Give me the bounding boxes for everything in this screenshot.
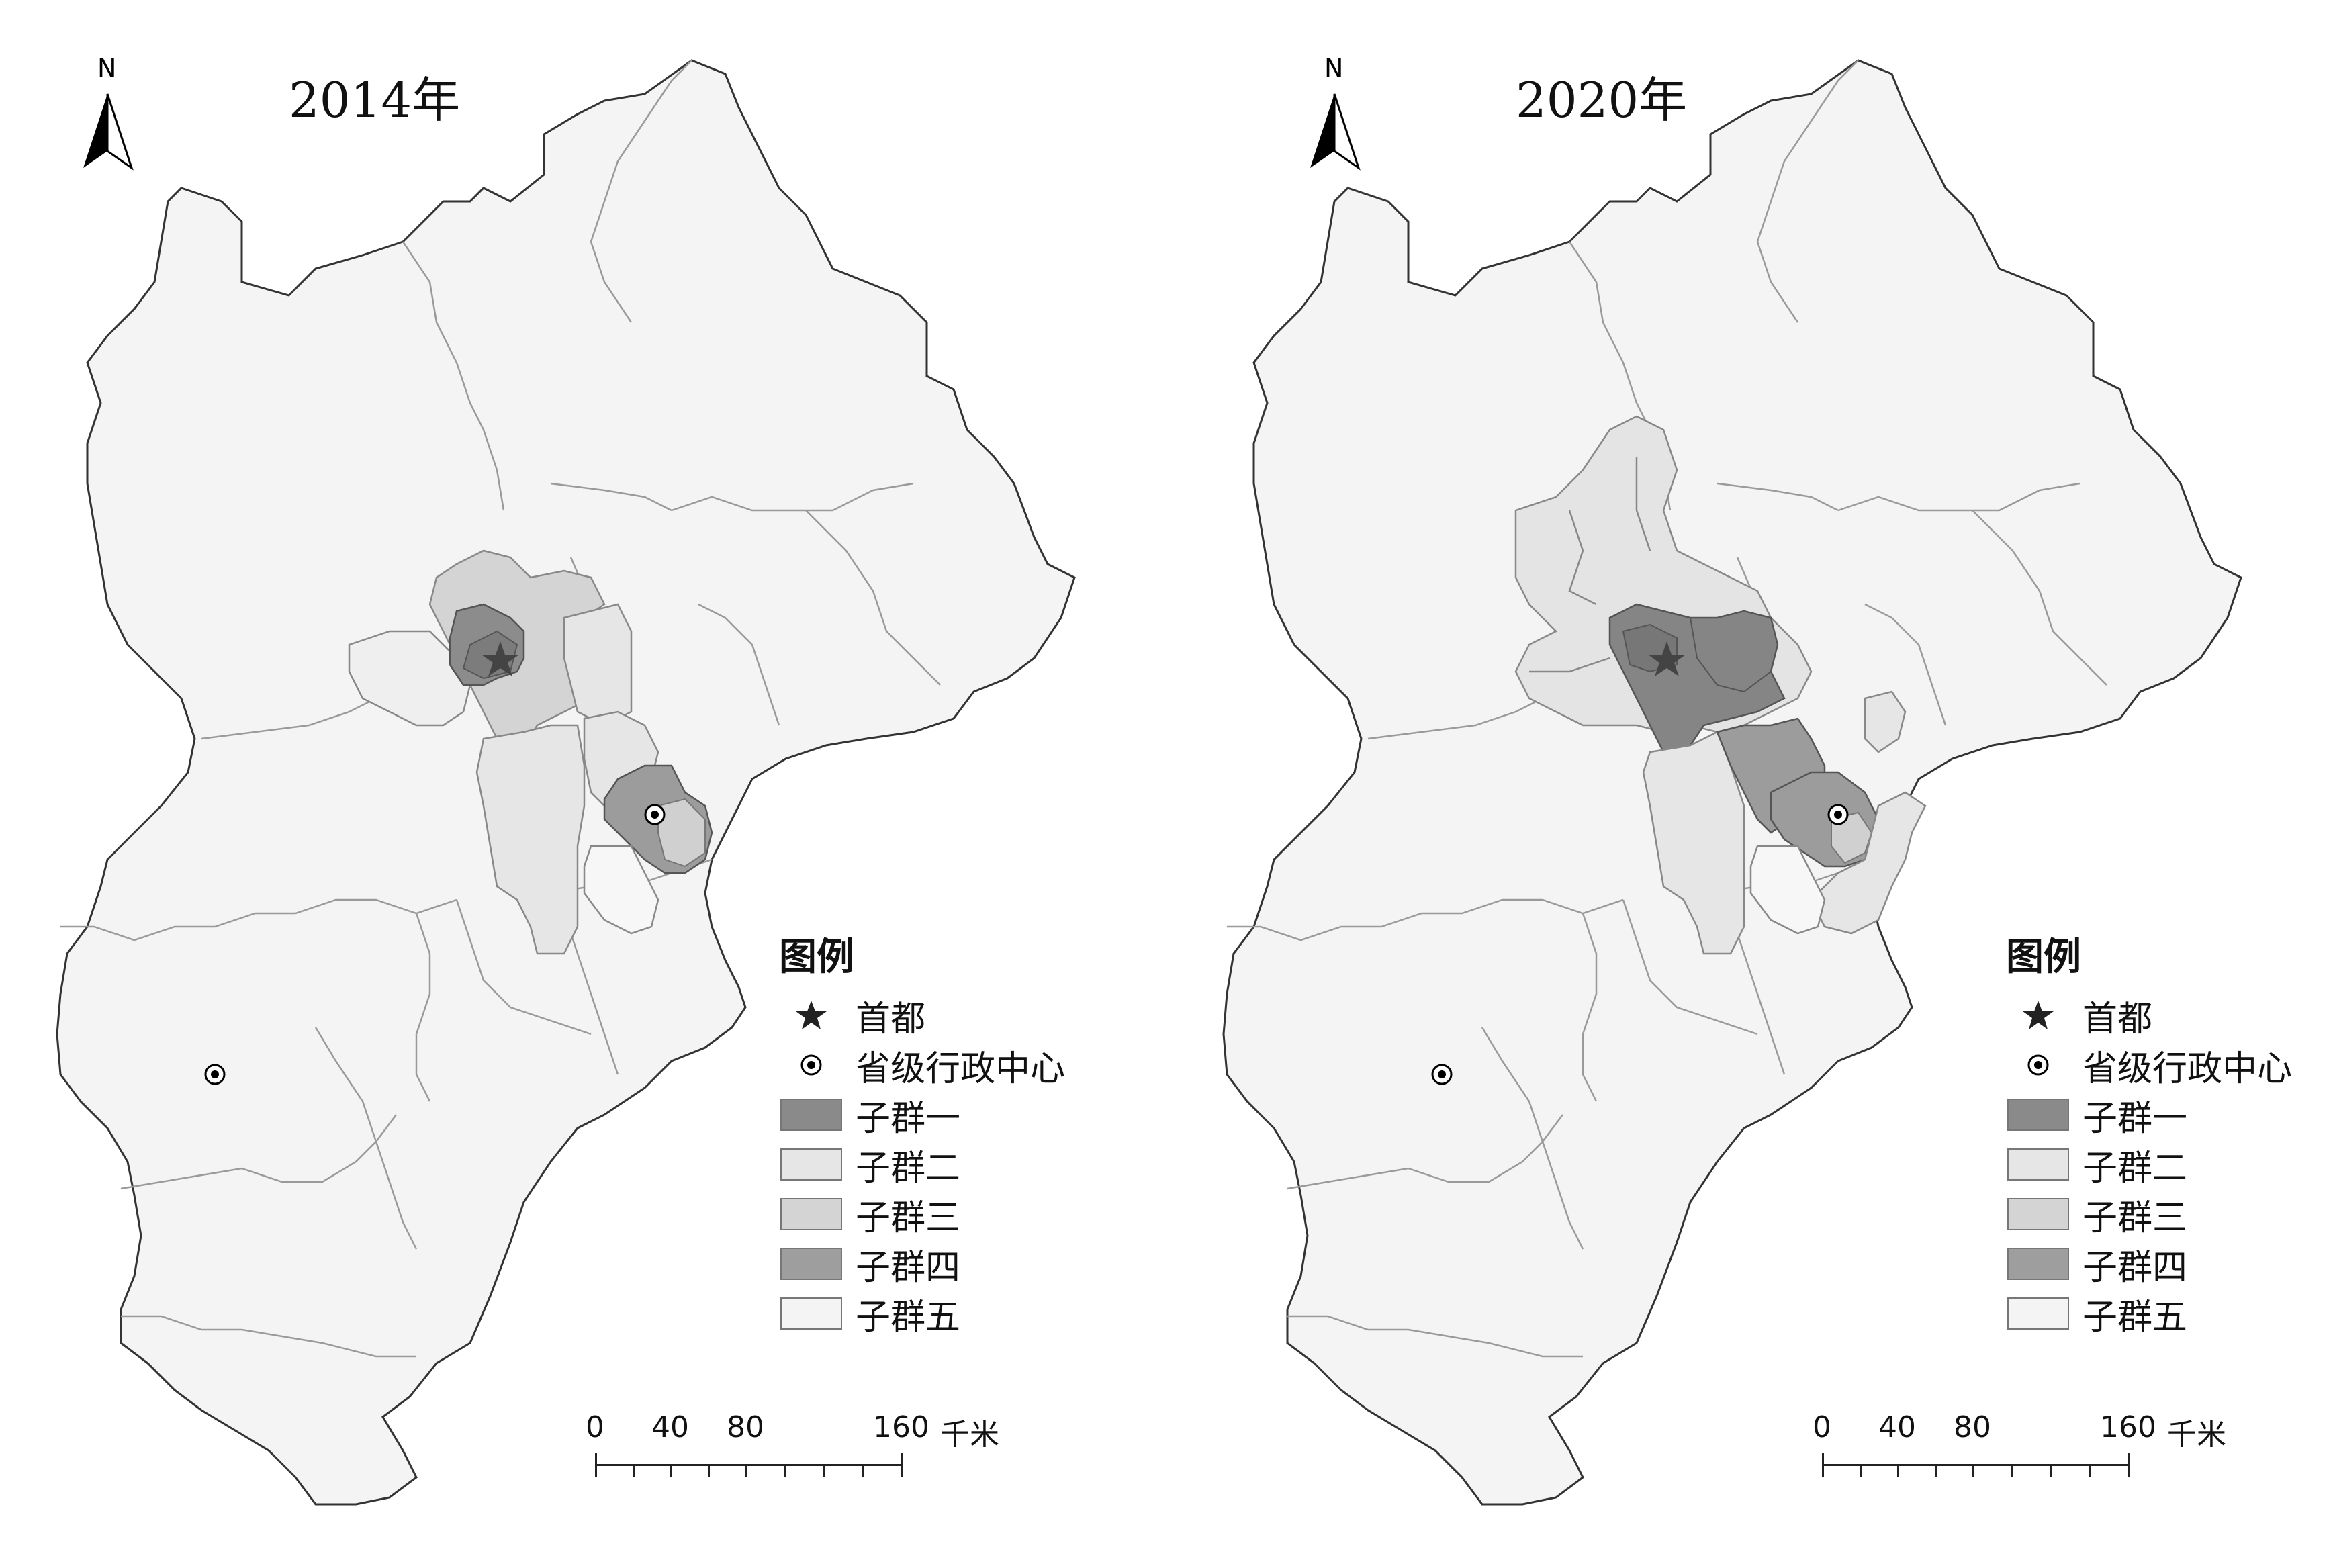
- map-2020: [1222, 59, 2242, 1506]
- map-panel-2020: N 2020年 图例 首都 省级行政中心 子群一 子群二 子群三 子群四: [1166, 0, 2333, 1568]
- north-label: N: [1324, 54, 1344, 83]
- legend-class-5: 子群五: [2006, 1289, 2292, 1338]
- legend-class-3: 子群三: [2006, 1189, 2292, 1239]
- swatch-5: [780, 1297, 842, 1330]
- legend-class-3: 子群三: [779, 1189, 1065, 1239]
- legend-class-3-label: 子群三: [2083, 1197, 2188, 1238]
- legend-class-4-label: 子群四: [856, 1247, 961, 1288]
- legend-class-4: 子群四: [2006, 1239, 2292, 1289]
- legend-class-2: 子群二: [2006, 1140, 2292, 1189]
- legend-capital: 首都: [779, 990, 1065, 1040]
- scale-tick-0: 0: [1813, 1410, 1831, 1444]
- legend-class-1: 子群一: [779, 1090, 1065, 1140]
- legend-class-3-label: 子群三: [856, 1197, 961, 1238]
- beijing-west-region: [348, 630, 471, 727]
- legend-class-2: 子群二: [779, 1140, 1065, 1189]
- swatch-4: [780, 1248, 842, 1280]
- scale-tick-160: 160: [873, 1410, 929, 1444]
- legend-class-1-label: 子群一: [856, 1098, 961, 1139]
- legend-class-5: 子群五: [779, 1289, 1065, 1338]
- tianjin-south: [583, 845, 659, 935]
- legend-provincial: 省级行政中心: [779, 1040, 1065, 1090]
- capital-star-icon: [482, 641, 519, 676]
- swatch-5: [2007, 1297, 2069, 1330]
- swatch-1: [2007, 1099, 2069, 1131]
- legend-provincial: 省级行政中心: [2006, 1040, 2292, 1090]
- year-title: 2014年: [289, 72, 461, 128]
- provincial-center-icon: [800, 1054, 822, 1076]
- swatch-1: [780, 1099, 842, 1131]
- legend-provincial-label: 省级行政中心: [856, 1048, 1066, 1089]
- capital-star-icon: [1648, 641, 1686, 676]
- legend: 图例 首都 省级行政中心 子群一 子群二 子群三 子群四 子群五: [779, 927, 1065, 1338]
- swatch-4: [2007, 1248, 2069, 1280]
- legend-title: 图例: [2006, 935, 2081, 979]
- legend-class-2-label: 子群二: [856, 1148, 961, 1189]
- legend-capital-label: 首都: [2083, 999, 2153, 1040]
- scale-tick-40: 40: [1878, 1410, 1916, 1444]
- legend-title: 图例: [779, 935, 854, 979]
- tianjin-ne: [1864, 690, 1907, 753]
- swatch-2: [780, 1148, 842, 1181]
- tianjin-inner: [657, 798, 706, 868]
- beijing-inner-boundaries: [1529, 457, 1651, 673]
- legend-class-5-label: 子群五: [856, 1297, 961, 1338]
- legend-class-4: 子群四: [779, 1239, 1065, 1289]
- beijing-ne-region: [563, 603, 633, 727]
- scale-tick-80: 80: [727, 1410, 764, 1444]
- map-2014: [56, 59, 1076, 1506]
- swatch-2: [2007, 1148, 2069, 1181]
- tianjin-inner: [1831, 811, 1873, 864]
- langfang-corridor: [475, 724, 586, 955]
- legend-provincial-label: 省级行政中心: [2083, 1048, 2293, 1089]
- north-arrow-icon: [83, 93, 134, 171]
- legend-class-2-label: 子群二: [2083, 1148, 2188, 1189]
- swatch-3: [2007, 1198, 2069, 1230]
- scale-bar: 0 40 80 160 千米: [586, 1410, 999, 1491]
- year-title: 2020年: [1516, 72, 1688, 128]
- star-icon: [796, 1001, 827, 1029]
- star-icon: [2023, 1001, 2054, 1029]
- legend: 图例 首都 省级行政中心 子群一 子群二 子群三 子群四 子群五: [2006, 927, 2292, 1338]
- scale-tick-40: 40: [651, 1410, 689, 1444]
- tianjin-south: [1749, 845, 1826, 935]
- map-panel-2014: N 2014年 图例 首都 省级行政中心 子群一 子群二 子群三 子群四: [0, 0, 1166, 1568]
- tianjin-se: [1810, 791, 1927, 935]
- legend-class-1: 子群一: [2006, 1090, 2292, 1140]
- legend-class-4-label: 子群四: [2083, 1247, 2188, 1288]
- scale-tick-160: 160: [2100, 1410, 2156, 1444]
- legend-class-1-label: 子群一: [2083, 1098, 2188, 1139]
- scale-unit: 千米: [940, 1418, 999, 1452]
- legend-class-5-label: 子群五: [2083, 1297, 2188, 1338]
- north-label: N: [97, 54, 117, 83]
- north-arrow-icon: [1310, 93, 1361, 171]
- swatch-3: [780, 1198, 842, 1230]
- provincial-center-icon: [2027, 1054, 2049, 1076]
- legend-capital-label: 首都: [856, 999, 926, 1040]
- scale-tick-80: 80: [1954, 1410, 1991, 1444]
- legend-capital: 首都: [2006, 990, 2292, 1040]
- scale-bar: 0 40 80 160 千米: [1813, 1410, 2226, 1491]
- scale-tick-0: 0: [586, 1410, 604, 1444]
- scale-unit: 千米: [2167, 1418, 2226, 1452]
